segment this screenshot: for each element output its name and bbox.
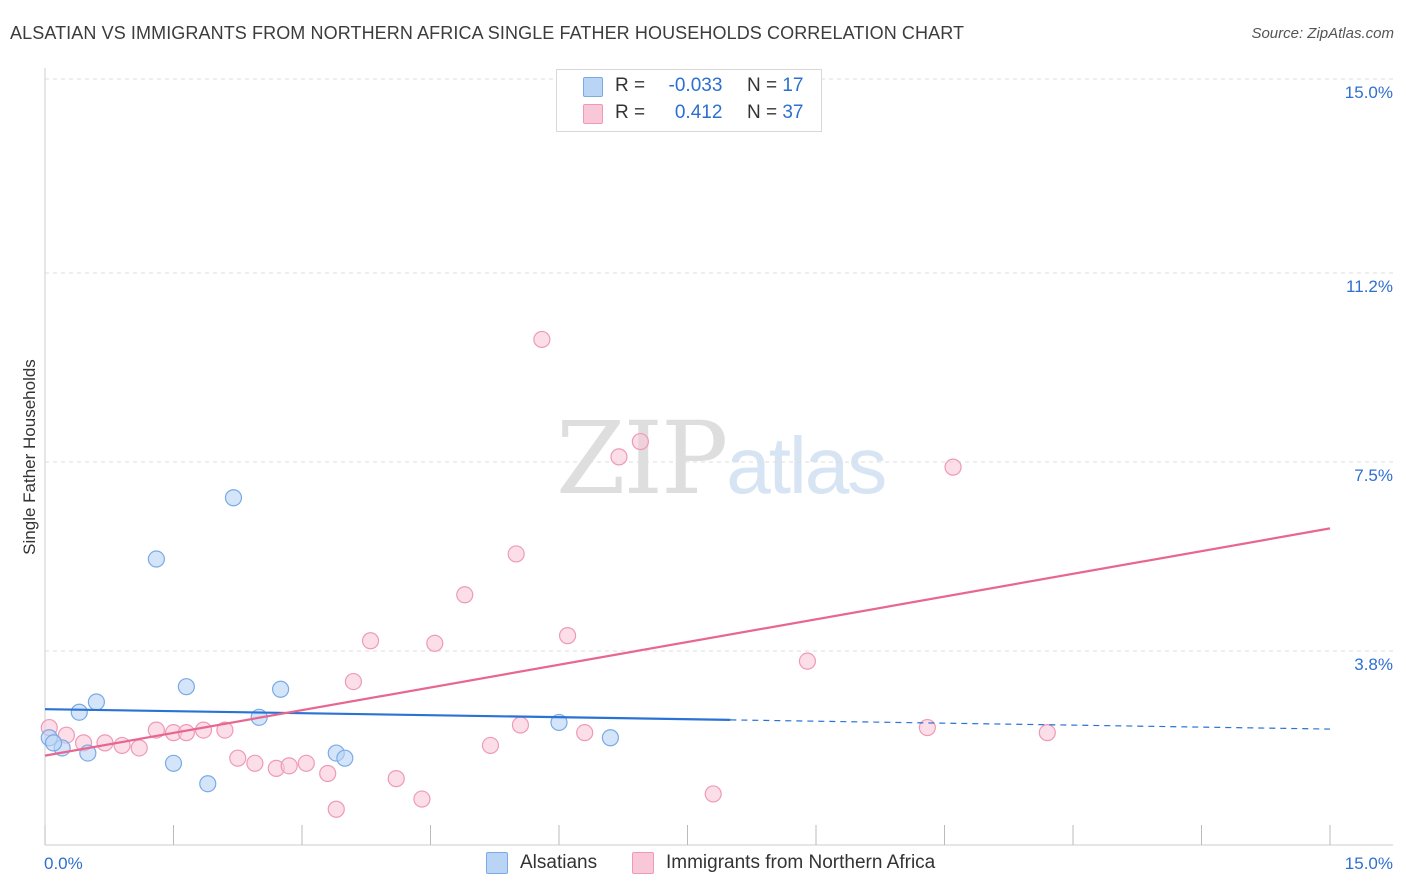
correlation-legend: R = -0.033 N = 17 R = 0.412 N = 37 xyxy=(556,69,822,132)
y-tick-label: 11.2% xyxy=(1346,277,1393,296)
trend-line-alsatians xyxy=(44,708,731,721)
watermark-atlas: atlas xyxy=(726,421,887,510)
data-point-immigrants xyxy=(297,754,315,772)
data-point-immigrants xyxy=(229,749,247,767)
data-point-immigrants xyxy=(130,739,148,757)
data-point-alsatians xyxy=(164,754,183,772)
data-point-immigrants xyxy=(327,800,345,818)
x-tick-label-end: 15.0% xyxy=(1345,854,1393,873)
data-point-immigrants xyxy=(511,716,530,734)
data-point-alsatians xyxy=(147,550,165,568)
data-point-immigrants xyxy=(319,764,337,783)
data-point-immigrants xyxy=(147,721,165,739)
data-point-immigrants xyxy=(344,672,362,691)
watermark-zip: ZIP xyxy=(556,400,728,517)
data-point-immigrants xyxy=(280,757,298,775)
data-point-immigrants xyxy=(1038,724,1056,742)
data-point-alsatians xyxy=(336,749,354,767)
data-point-immigrants xyxy=(426,634,444,652)
series-label-immigrants: Immigrants from Northern Africa xyxy=(666,852,936,873)
data-point-alsatians xyxy=(87,693,106,711)
data-point-immigrants xyxy=(558,627,577,645)
x-tick-label-start: 0.0% xyxy=(44,854,83,873)
legend-r-value: -0.033 xyxy=(668,75,723,96)
data-point-immigrants xyxy=(387,770,405,788)
data-point-immigrants xyxy=(631,432,649,451)
data-point-alsatians xyxy=(44,734,63,752)
data-point-immigrants xyxy=(481,736,500,755)
data-point-immigrants xyxy=(361,632,380,650)
data-point-immigrants xyxy=(113,736,131,755)
source-label: Source: ZipAtlas.com xyxy=(1251,25,1394,42)
legend-r-value: 0.412 xyxy=(674,102,723,123)
data-point-alsatians xyxy=(199,775,217,793)
series-legend-immigrants: Immigrants from Northern Africa xyxy=(632,852,935,874)
data-point-immigrants xyxy=(918,718,936,737)
y-tick-label: 7.5% xyxy=(1354,466,1393,485)
legend-r-label: R = xyxy=(615,75,646,96)
legend-n-label: N = xyxy=(746,75,778,96)
data-point-alsatians xyxy=(601,729,620,747)
series-legend-alsatians: Alsatians xyxy=(486,852,597,874)
data-point-immigrants xyxy=(576,724,594,742)
series-swatch-blue xyxy=(486,852,508,874)
data-point-immigrants xyxy=(610,448,628,466)
chart-title: ALSATIAN VS IMMIGRANTS FROM NORTHERN AFR… xyxy=(10,23,965,43)
data-point-immigrants xyxy=(798,652,817,670)
y-tick-label: 3.8% xyxy=(1354,655,1393,674)
legend-n-value: 37 xyxy=(782,102,804,123)
legend-swatch-blue xyxy=(583,77,603,97)
data-point-immigrants xyxy=(944,458,962,476)
data-point-immigrants xyxy=(194,721,213,739)
data-point-immigrants xyxy=(96,734,114,752)
data-point-immigrants xyxy=(704,785,722,803)
series-swatch-pink xyxy=(632,852,654,874)
data-point-immigrants xyxy=(216,721,234,739)
legend-n-value: 17 xyxy=(782,75,804,96)
data-point-immigrants xyxy=(413,790,431,808)
data-point-alsatians xyxy=(224,489,243,507)
data-point-immigrants xyxy=(507,545,525,563)
watermark: ZIPatlas xyxy=(556,400,887,517)
trend-line-immigrants xyxy=(44,527,1331,757)
data-point-alsatians xyxy=(550,713,568,732)
y-tick-label: 15.0% xyxy=(1345,83,1393,102)
data-point-alsatians xyxy=(70,703,88,721)
data-point-immigrants xyxy=(456,586,474,604)
data-point-alsatians xyxy=(271,680,290,698)
series-legend: Alsatians Immigrants from Northern Afric… xyxy=(0,852,1406,878)
legend-n-label: N = xyxy=(746,102,778,123)
legend-r-label: R = xyxy=(615,102,646,123)
y-axis-label: Single Father Households xyxy=(20,359,39,555)
series-label-alsatians: Alsatians xyxy=(520,852,598,873)
data-point-alsatians xyxy=(177,678,195,696)
trend-line-alsatians-extrapolated xyxy=(730,719,1331,730)
legend-swatch-pink xyxy=(583,104,603,124)
data-point-immigrants xyxy=(246,754,264,772)
data-point-immigrants xyxy=(533,330,551,349)
